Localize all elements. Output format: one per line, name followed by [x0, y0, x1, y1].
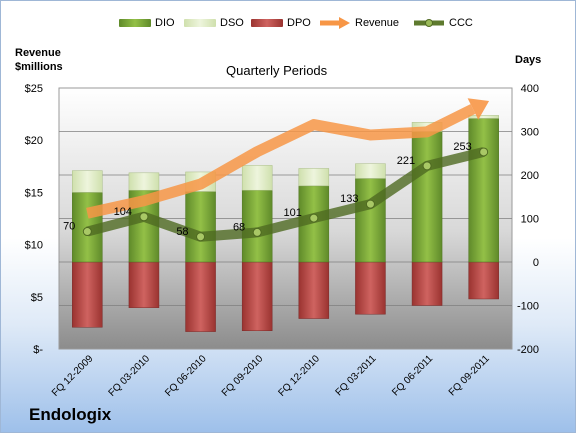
data-labels-group: 70 104 58 68 101 133 221 253	[63, 141, 472, 238]
ccc-marker	[479, 147, 489, 157]
ccc-data-label: 70	[63, 221, 75, 233]
left-axis-title: Revenue $millions	[15, 46, 63, 74]
dpo-bar	[411, 261, 443, 306]
x-tick-label: FQ 03-2010	[107, 353, 153, 399]
company-name: Endologix	[29, 405, 112, 424]
dio-bar	[355, 178, 386, 263]
ccc-data-label: 221	[397, 155, 415, 167]
ccc-marker	[82, 227, 92, 237]
legend-item-dpo: DPO	[251, 15, 311, 31]
x-tick-label: FQ 09-2010	[220, 353, 266, 399]
revenue-line	[86, 104, 476, 219]
right-tick-label: 0	[533, 257, 539, 269]
right-tick-label: 100	[521, 214, 539, 226]
dpo-bar	[298, 261, 330, 319]
legend-label-ccc: CCC	[449, 17, 473, 29]
chart-title: Quarterly Periods	[226, 63, 328, 78]
legend-line-marker-icon	[414, 19, 444, 27]
dso-bar	[298, 168, 330, 187]
legend: DIO DSO DPO Revenue CCC	[1, 15, 575, 31]
left-tick-label: $25	[25, 83, 43, 95]
ccc-marker	[309, 213, 319, 223]
dio-bar	[411, 131, 443, 263]
left-tick-label: $10	[25, 240, 43, 252]
dso-bar	[468, 115, 499, 119]
dpo-bar	[355, 261, 386, 315]
ccc-data-label: 253	[453, 141, 471, 153]
dpo-bar	[241, 261, 273, 331]
dso-bar	[241, 165, 273, 191]
left-tick-label: $15	[25, 187, 43, 199]
dso-bar	[355, 163, 386, 179]
right-tick-label: 200	[521, 170, 539, 182]
dpo-bar	[468, 261, 499, 300]
ccc-data-label: 104	[114, 206, 132, 218]
legend-item-dso: DSO	[184, 15, 244, 31]
ccc-data-label: 68	[233, 221, 245, 233]
x-axis-ticks: FQ 12-2009 FQ 03-2010 FQ 06-2010 FQ 09-2010…	[50, 353, 492, 399]
legend-label-revenue: Revenue	[355, 17, 400, 29]
legend-swatch-dpo	[251, 19, 283, 27]
legend-label-dio: DIO	[155, 17, 175, 29]
dio-bar	[468, 118, 499, 263]
dso-bar	[72, 170, 103, 193]
dpo-bar	[185, 261, 216, 332]
ccc-marker	[422, 161, 432, 171]
ccc-marker	[365, 199, 375, 209]
ccc-data-label: 133	[340, 193, 358, 205]
right-axis-title: Days	[515, 54, 542, 66]
x-tick-label: FQ 06-2011	[390, 353, 435, 398]
x-tick-label: FQ 06-2010	[163, 353, 209, 399]
legend-label-dso: DSO	[220, 17, 244, 29]
ccc-data-label: 58	[176, 226, 188, 238]
bars-group	[72, 115, 499, 332]
legend-swatch-dso	[184, 19, 216, 27]
ccc-line	[86, 147, 485, 242]
revenue-arrowhead	[467, 98, 490, 120]
right-tick-label: 400	[521, 83, 539, 95]
right-tick-label: 300	[521, 127, 539, 139]
lines-group	[82, 98, 490, 242]
x-tick-label: FQ 09-2011	[447, 353, 492, 398]
ccc-marker	[139, 212, 149, 222]
dpo-bar	[128, 261, 160, 308]
dso-bar	[128, 172, 160, 191]
legend-label-dpo: DPO	[287, 17, 311, 29]
legend-swatch-dio	[119, 19, 151, 27]
ccc-data-label: 101	[283, 207, 301, 219]
legend-item-ccc: CCC	[413, 15, 473, 31]
x-tick-label: FQ 12-2009	[50, 353, 96, 399]
left-tick-label: $-	[33, 344, 43, 356]
left-axis-ticks: $- $5 $10 $15 $20 $25	[25, 83, 44, 356]
legend-item-dio: DIO	[119, 15, 175, 31]
left-tick-label: $5	[31, 292, 43, 304]
left-axis-title-line2: $millions	[15, 61, 63, 73]
dpo-bar	[72, 261, 103, 328]
ccc-marker	[196, 232, 206, 242]
x-tick-label: FQ 03-2011	[334, 353, 379, 398]
right-axis-ticks: -200 -100 0 100 200 300 400	[517, 83, 539, 356]
right-tick-label: -200	[517, 344, 539, 356]
left-axis-title-line1: Revenue	[15, 47, 61, 59]
legend-item-revenue: Revenue	[319, 15, 399, 31]
legend-arrow-icon	[320, 17, 350, 29]
dio-bar	[185, 191, 216, 263]
left-tick-label: $20	[25, 135, 43, 147]
x-tick-label: FQ 12-2010	[276, 353, 322, 399]
ccc-marker	[252, 227, 262, 237]
right-tick-label: -100	[517, 301, 539, 313]
